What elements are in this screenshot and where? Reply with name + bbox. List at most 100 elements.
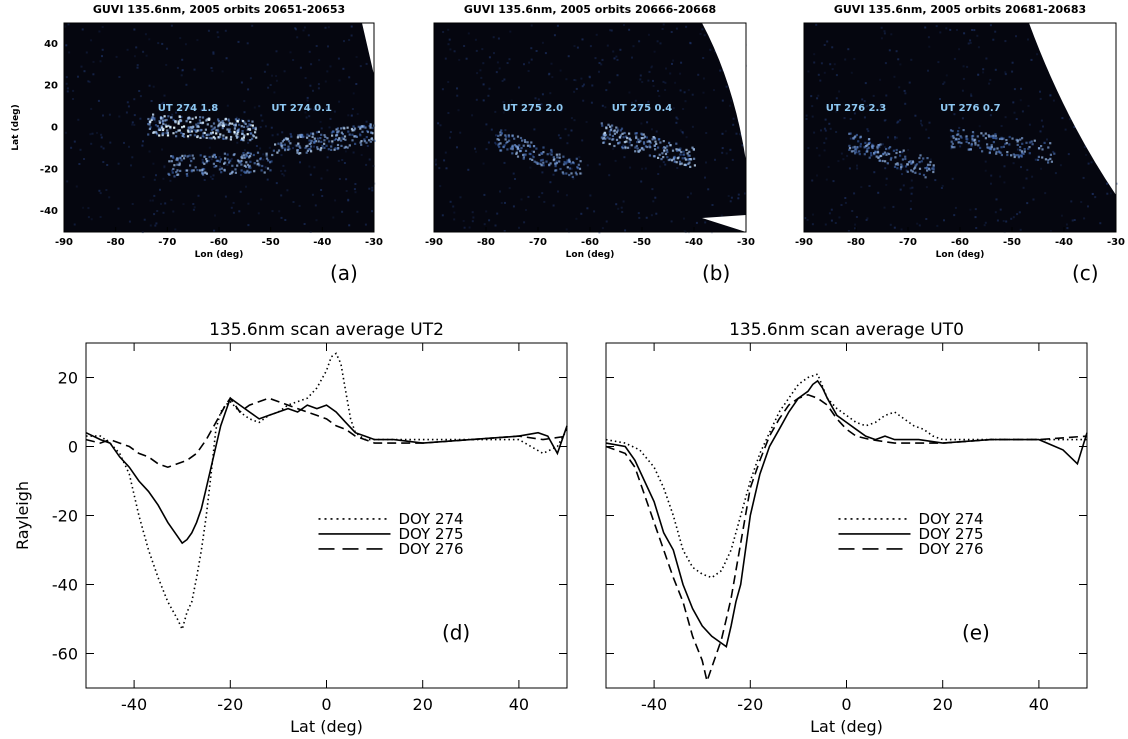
noise-speck xyxy=(166,47,168,50)
noise-speck xyxy=(588,75,591,78)
noise-speck xyxy=(988,82,991,85)
noise-speck xyxy=(211,177,214,180)
emission-speck xyxy=(156,133,159,136)
y-tick-label: 0 xyxy=(51,123,58,134)
noise-speck xyxy=(1015,118,1018,120)
noise-speck xyxy=(344,150,347,153)
emission-speck xyxy=(164,123,167,126)
noise-speck xyxy=(994,211,997,214)
noise-speck xyxy=(941,184,944,187)
noise-speck xyxy=(459,131,462,134)
noise-speck xyxy=(675,27,678,30)
noise-speck xyxy=(849,118,852,120)
noise-speck xyxy=(1004,73,1007,76)
noise-speck xyxy=(253,106,256,109)
noise-speck xyxy=(812,213,814,216)
noise-speck xyxy=(973,29,976,32)
noise-speck xyxy=(262,153,265,156)
noise-speck xyxy=(844,58,847,61)
emission-speck xyxy=(336,147,339,151)
noise-speck xyxy=(984,221,987,224)
noise-speck xyxy=(292,59,295,61)
noise-speck xyxy=(567,55,570,58)
emission-speck xyxy=(158,134,161,137)
noise-speck xyxy=(664,89,667,91)
noise-speck xyxy=(176,66,179,69)
emission-speck xyxy=(177,122,180,125)
y-tick-label: -20 xyxy=(40,164,58,175)
noise-speck xyxy=(270,126,273,129)
emission-speck xyxy=(310,150,313,153)
noise-speck xyxy=(540,160,543,163)
emission-speck xyxy=(513,144,517,147)
emission-speck xyxy=(283,143,286,146)
emission-speck xyxy=(1019,149,1022,152)
emission-speck xyxy=(344,145,347,148)
noise-speck xyxy=(192,208,195,211)
emission-speck xyxy=(330,131,333,134)
emission-speck xyxy=(147,133,150,136)
noise-speck xyxy=(585,121,588,123)
emission-speck xyxy=(911,170,914,173)
emission-speck xyxy=(370,131,373,134)
noise-speck xyxy=(354,183,357,185)
noise-speck xyxy=(909,200,912,203)
emission-speck xyxy=(497,144,500,147)
emission-speck xyxy=(234,125,237,128)
noise-speck xyxy=(978,125,981,128)
emission-speck xyxy=(182,157,186,160)
noise-speck xyxy=(149,199,152,202)
emission-speck xyxy=(604,133,608,136)
noise-speck xyxy=(659,42,662,45)
noise-speck xyxy=(864,82,867,85)
emission-speck xyxy=(347,130,350,133)
emission-speck xyxy=(922,173,926,177)
noise-speck xyxy=(1022,186,1025,189)
noise-speck xyxy=(331,142,334,145)
noise-speck xyxy=(969,39,972,42)
noise-speck xyxy=(213,229,216,232)
emission-speck xyxy=(522,153,525,156)
noise-speck xyxy=(884,167,887,170)
noise-speck xyxy=(257,212,260,215)
noise-speck xyxy=(623,24,625,26)
noise-speck xyxy=(1003,165,1006,168)
emission-speck xyxy=(972,139,975,142)
emission-speck xyxy=(330,145,333,148)
noise-speck xyxy=(90,142,93,145)
emission-speck xyxy=(177,120,180,123)
emission-speck xyxy=(203,131,206,134)
emission-speck xyxy=(298,133,302,137)
emission-speck xyxy=(181,154,184,157)
noise-speck xyxy=(586,207,589,210)
emission-speck xyxy=(167,115,170,118)
noise-speck xyxy=(247,138,250,141)
noise-speck xyxy=(1031,175,1034,178)
emission-speck xyxy=(193,129,196,132)
noise-speck xyxy=(304,111,307,114)
emission-speck xyxy=(926,163,930,166)
legend-label: DOY 276 xyxy=(399,540,464,558)
noise-speck xyxy=(488,219,491,222)
legend-label: DOY 275 xyxy=(919,525,984,543)
noise-speck xyxy=(1094,196,1097,199)
emission-speck xyxy=(219,133,222,136)
noise-speck xyxy=(807,70,810,73)
emission-speck xyxy=(1017,156,1020,159)
noise-speck xyxy=(820,129,822,132)
noise-speck xyxy=(879,105,882,108)
emission-speck xyxy=(995,137,998,140)
emission-speck xyxy=(640,137,643,140)
emission-speck xyxy=(643,142,646,145)
noise-speck xyxy=(214,107,217,110)
emission-speck xyxy=(932,170,935,174)
emission-speck xyxy=(878,145,881,148)
noise-speck xyxy=(962,65,965,68)
noise-speck xyxy=(640,122,643,125)
emission-speck xyxy=(321,144,324,147)
emission-speck xyxy=(990,145,993,149)
noise-speck xyxy=(559,137,562,140)
emission-speck xyxy=(154,130,157,134)
noise-speck xyxy=(641,81,644,83)
noise-speck xyxy=(281,173,284,175)
